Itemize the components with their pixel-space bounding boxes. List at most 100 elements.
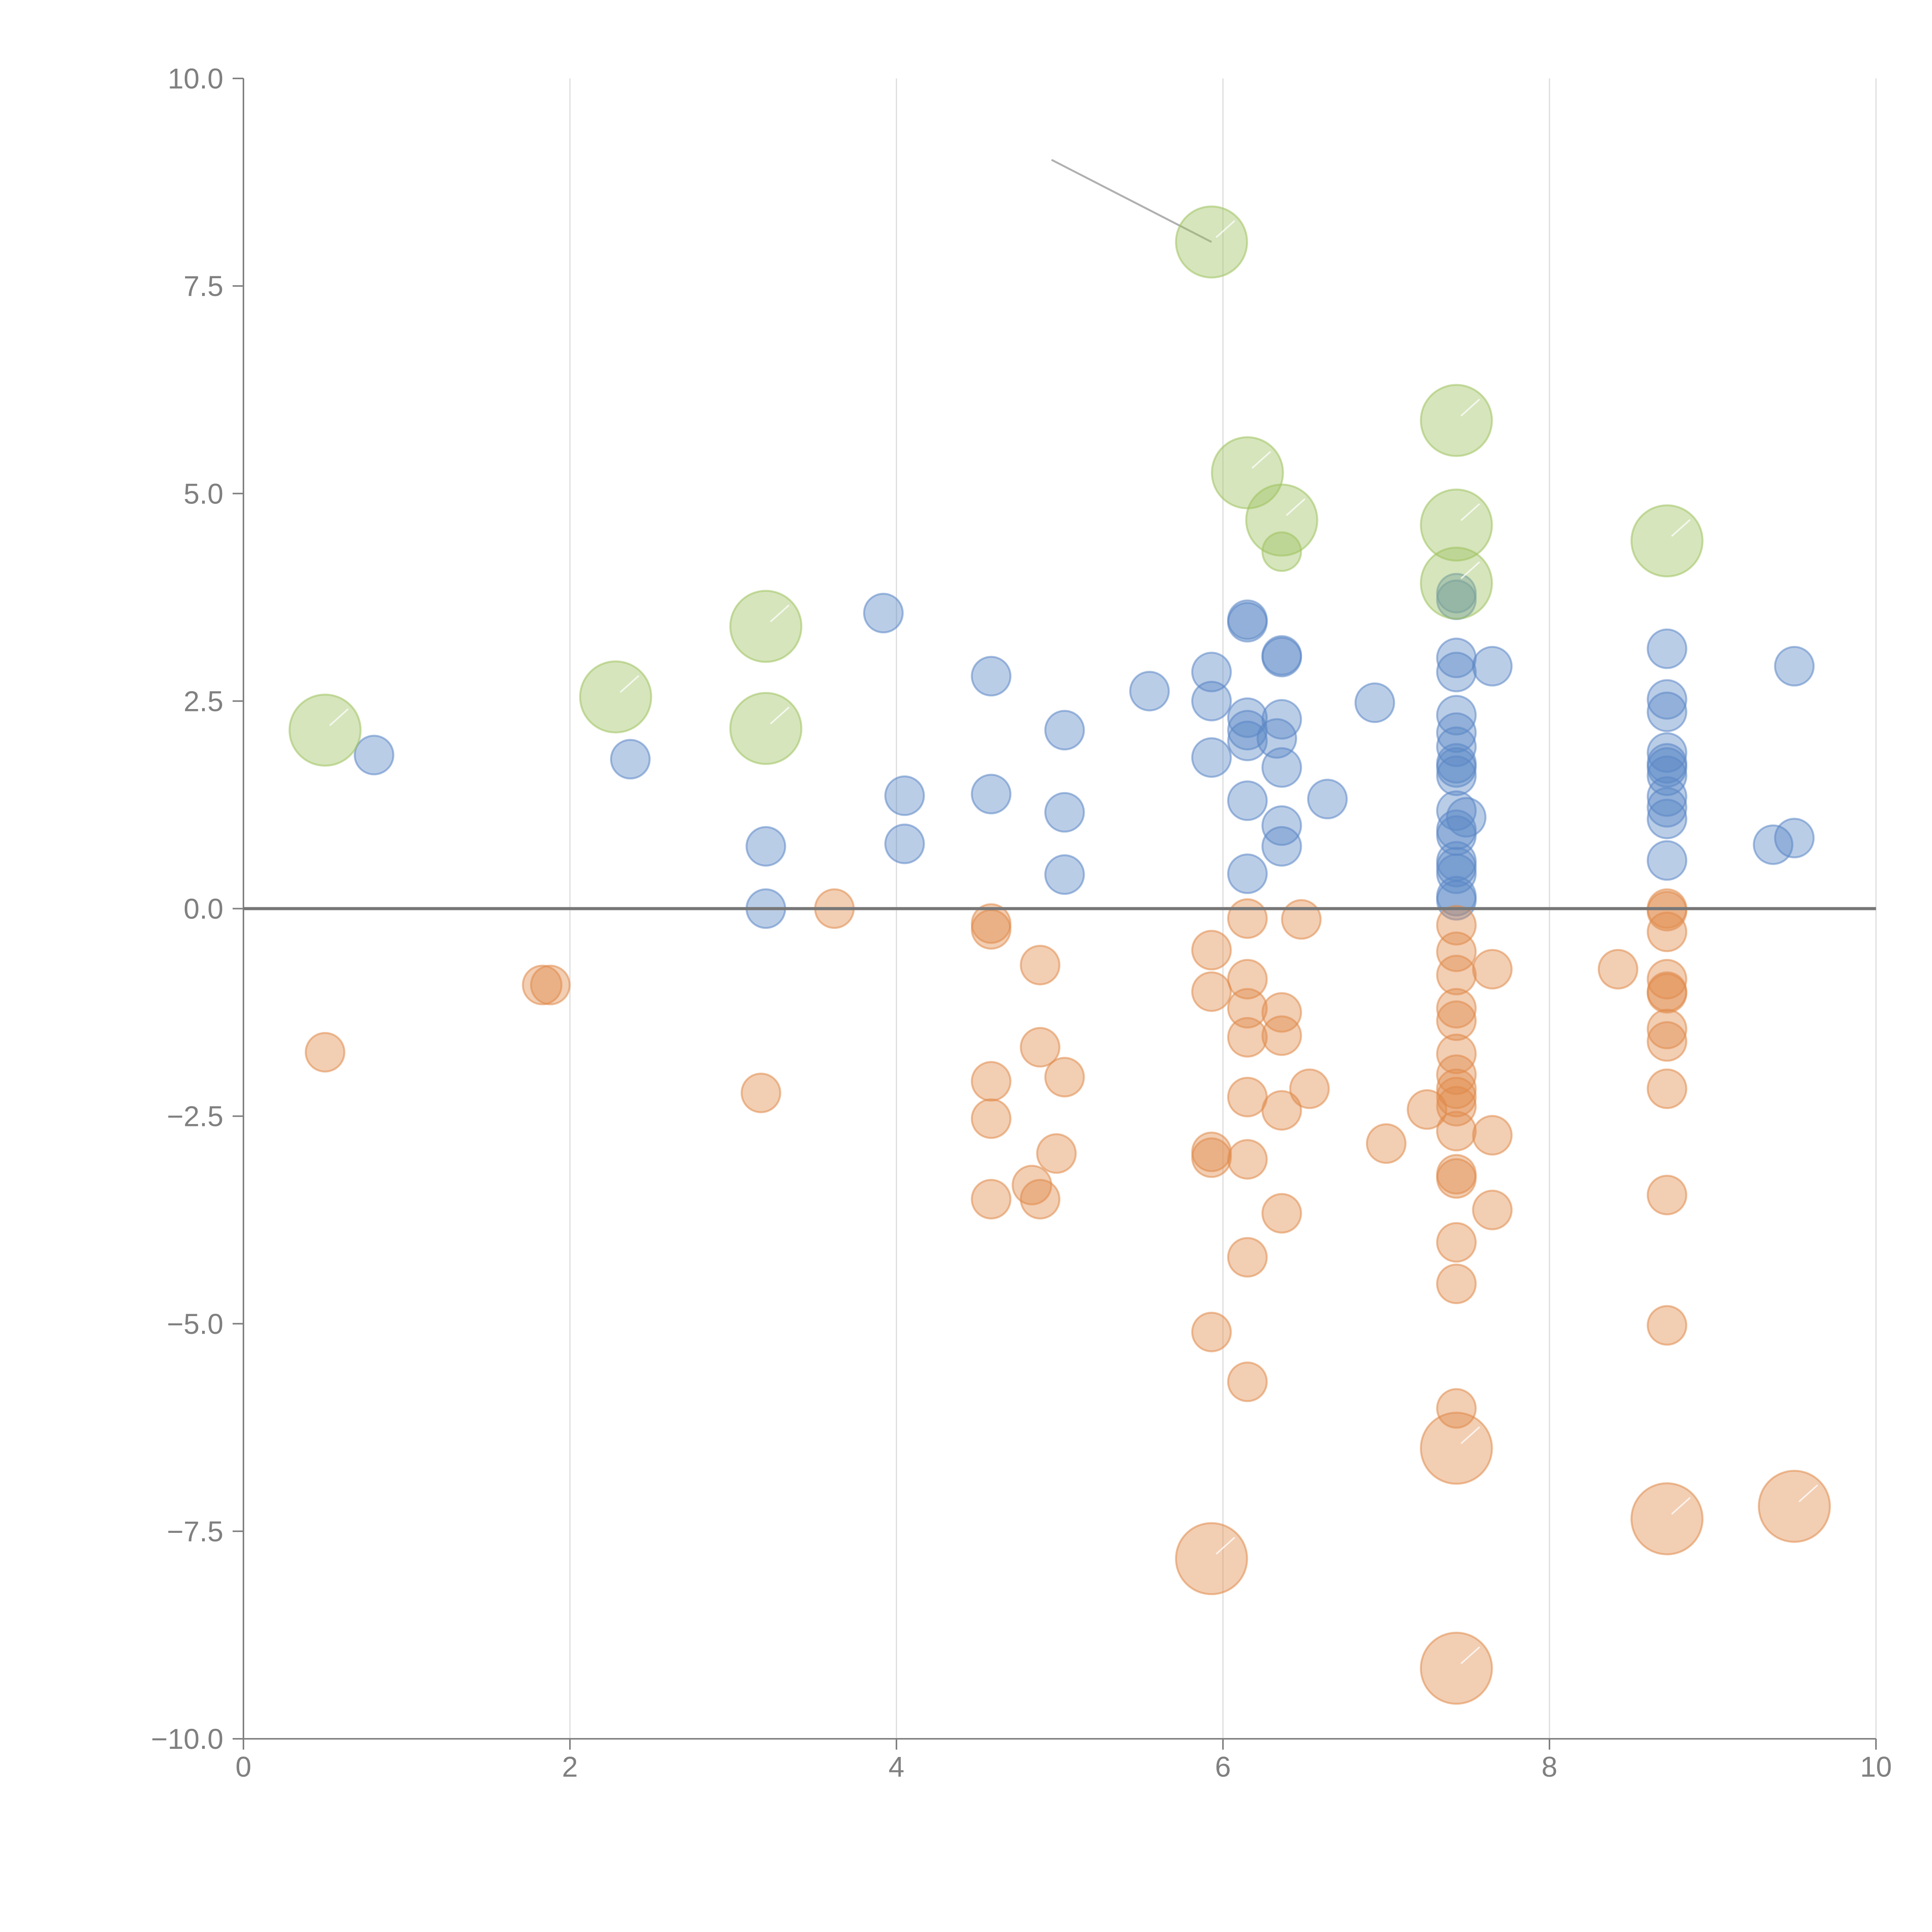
positive-point [1307, 779, 1348, 820]
y-tick-label: 5.0 [184, 478, 223, 510]
positive-point [1646, 755, 1687, 796]
positive-point [971, 656, 1012, 697]
y-tick-label: 2.5 [184, 685, 223, 717]
negative-point [1436, 1388, 1477, 1429]
highlight-large-point [288, 694, 362, 767]
negative-point [1227, 898, 1268, 939]
positive-point [1774, 818, 1815, 859]
negative-point [1436, 1086, 1477, 1127]
positive-point [971, 774, 1012, 815]
positive-point [1646, 776, 1687, 817]
positive-point [1436, 712, 1477, 753]
negative-point [1646, 1009, 1687, 1049]
negative-point [1261, 1193, 1302, 1234]
positive-point [1227, 780, 1268, 821]
bubble-inner-tick [1460, 503, 1480, 521]
highlight-small-point [1261, 531, 1302, 572]
negative-point [1227, 988, 1268, 1029]
x-tick-label: 4 [888, 1751, 904, 1783]
negative-point [1472, 1189, 1513, 1230]
positive-point [1646, 679, 1687, 720]
bubble-inner-tick [619, 675, 639, 693]
bubble-inner-tick [1216, 1537, 1235, 1555]
negative-point [1036, 1133, 1077, 1174]
negative-point [1281, 899, 1322, 940]
negative-point [1191, 930, 1232, 971]
bubble-inner-tick [1671, 519, 1691, 537]
positive-point [1472, 646, 1513, 687]
negative-point [1020, 945, 1061, 986]
negative-point [740, 1072, 781, 1113]
positive-point [1191, 737, 1232, 778]
positive-point [1436, 726, 1477, 767]
positive-point [1261, 805, 1302, 846]
bubble-inner-tick [1460, 1426, 1480, 1444]
negative-point [1646, 1305, 1687, 1346]
negative-point [1261, 1090, 1302, 1131]
negative-point [1436, 1068, 1477, 1109]
negative-point [1261, 992, 1302, 1033]
negative-point [1227, 1361, 1268, 1402]
negative-point [1261, 1015, 1302, 1056]
y-tick-label: 7.5 [184, 270, 223, 302]
y-tick-label: −10.0 [151, 1723, 223, 1755]
positive-point [884, 775, 925, 816]
bubble-inner-tick [1460, 561, 1480, 579]
positive-point [1436, 755, 1477, 796]
negative-point [1436, 1222, 1477, 1263]
highlight-large-point [1420, 546, 1493, 620]
negative-point [1191, 1137, 1232, 1178]
negative-point [1436, 1264, 1477, 1304]
positive-point [1191, 651, 1232, 692]
positive-point [1044, 792, 1085, 833]
negative-point [1646, 959, 1687, 1000]
positive-point [1227, 697, 1268, 738]
positive-point [1646, 787, 1687, 828]
negative-point [1646, 1175, 1687, 1216]
tick-labels: 0 2 4 6 8 10 10.0 7.5 5.0 2.5 0.0 −2.5 −5.0 −7.5 −10.0 [151, 63, 1892, 1783]
x-tick-label: 6 [1215, 1751, 1231, 1783]
negative-point [1227, 1077, 1268, 1117]
positive-point [354, 735, 395, 776]
positive-point [1227, 721, 1268, 762]
bubble-inner-tick [770, 706, 790, 724]
negative-point [1044, 1057, 1085, 1098]
bubble-inner-tick [1460, 398, 1480, 417]
negative-point [1646, 973, 1687, 1014]
negative-point [530, 964, 571, 1005]
positive-point [1774, 646, 1815, 687]
x-tick-label: 10 [1860, 1751, 1892, 1783]
positive-point [1044, 854, 1085, 895]
positive-point [1436, 651, 1477, 692]
annotation-leader-line [1051, 159, 1212, 243]
bubble-inner-tick [1286, 498, 1306, 516]
positive-point [1227, 602, 1268, 643]
x-tick-label: 2 [562, 1751, 578, 1783]
positive-point [1436, 747, 1477, 788]
y-tick-label: 0.0 [184, 893, 223, 925]
negative-point [1436, 988, 1477, 1029]
negative-large-point [1420, 1412, 1493, 1485]
positive-point [1436, 695, 1477, 736]
negative-point [1646, 891, 1687, 932]
y-tick-label: 10.0 [168, 63, 223, 95]
negative-point [1227, 1237, 1268, 1278]
highlight-large-point [729, 692, 803, 765]
negative-point [1012, 1165, 1053, 1206]
negative-point [1436, 931, 1477, 972]
negative-point [1646, 912, 1687, 952]
negative-point [1436, 1033, 1477, 1074]
negative-point [1020, 1027, 1061, 1068]
data-points [288, 159, 1831, 1705]
negative-point [1020, 1179, 1061, 1219]
negative-point [1436, 1000, 1477, 1041]
positive-point [1646, 628, 1687, 669]
x-tick-label: 8 [1541, 1751, 1557, 1783]
highlight-large-point [1420, 488, 1493, 562]
negative-point [1436, 1111, 1477, 1151]
negative-point [1436, 1054, 1477, 1095]
positive-point [884, 823, 925, 864]
negative-point [971, 1098, 1012, 1139]
negative-point [304, 1032, 345, 1073]
